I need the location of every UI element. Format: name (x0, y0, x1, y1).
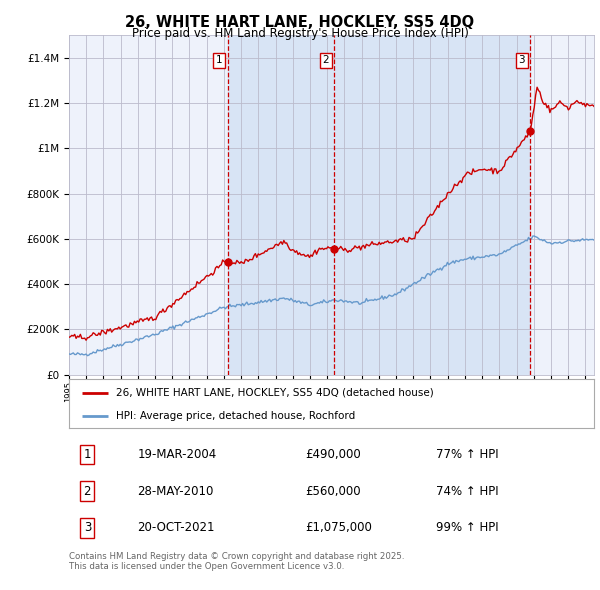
Text: 28-MAY-2010: 28-MAY-2010 (137, 484, 214, 498)
Text: 2: 2 (83, 484, 91, 498)
Text: 1: 1 (83, 448, 91, 461)
Text: HPI: Average price, detached house, Rochford: HPI: Average price, detached house, Roch… (116, 411, 355, 421)
Text: £1,075,000: £1,075,000 (305, 522, 372, 535)
Text: £560,000: £560,000 (305, 484, 361, 498)
Text: 1: 1 (215, 55, 222, 65)
Text: 19-MAR-2004: 19-MAR-2004 (137, 448, 217, 461)
Text: 3: 3 (83, 522, 91, 535)
Bar (227, 35, 530, 375)
Text: 26, WHITE HART LANE, HOCKLEY, SS5 4DQ: 26, WHITE HART LANE, HOCKLEY, SS5 4DQ (125, 15, 475, 30)
Text: 77% ↑ HPI: 77% ↑ HPI (437, 448, 499, 461)
Text: Price paid vs. HM Land Registry's House Price Index (HPI): Price paid vs. HM Land Registry's House … (131, 27, 469, 40)
Text: 2: 2 (322, 55, 329, 65)
Text: 26, WHITE HART LANE, HOCKLEY, SS5 4DQ (detached house): 26, WHITE HART LANE, HOCKLEY, SS5 4DQ (d… (116, 388, 434, 398)
Text: £490,000: £490,000 (305, 448, 361, 461)
Text: 3: 3 (518, 55, 525, 65)
Text: Contains HM Land Registry data © Crown copyright and database right 2025.
This d: Contains HM Land Registry data © Crown c… (69, 552, 404, 571)
Text: 20-OCT-2021: 20-OCT-2021 (137, 522, 215, 535)
Text: 74% ↑ HPI: 74% ↑ HPI (437, 484, 499, 498)
Text: 99% ↑ HPI: 99% ↑ HPI (437, 522, 499, 535)
